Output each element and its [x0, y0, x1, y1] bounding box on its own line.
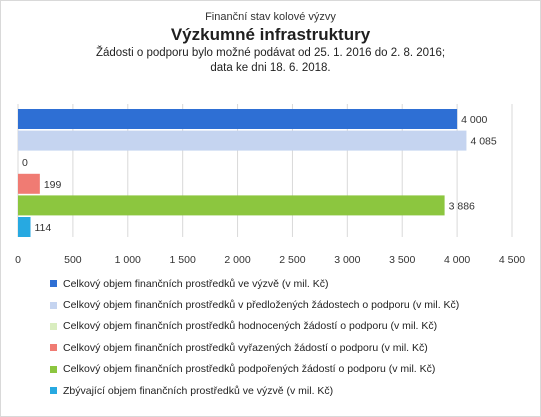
legend-label: Celkový objem finančních prostředků vyřa…: [63, 341, 428, 354]
legend-item: Celkový objem finančních prostředků vyřa…: [50, 337, 459, 358]
bar: [18, 195, 445, 216]
bar-value-label: 4 085: [470, 136, 496, 148]
legend-swatch: [50, 322, 57, 330]
legend-item: Celkový objem finančních prostředků hodn…: [50, 316, 459, 337]
legend-swatch: [50, 387, 57, 395]
legend-swatch: [50, 301, 57, 309]
legend-item: Celkový objem finančních prostředků ve v…: [50, 273, 459, 294]
legend-swatch: [50, 280, 57, 288]
legend-label: Celkový objem finančních prostředků v př…: [63, 299, 460, 312]
bar: [18, 217, 31, 237]
x-tick-label: 2 500: [279, 254, 305, 266]
bar-value-label: 199: [44, 179, 62, 191]
chart-header: Finanční stav kolové výzvy Výzkumné infr…: [0, 10, 541, 76]
bar-value-label: 4 000: [461, 114, 487, 126]
legend-item: Zbývající objem finančních prostředků ve…: [50, 380, 459, 401]
chart-pretitle: Finanční stav kolové výzvy: [205, 11, 336, 23]
legend-label: Celkový objem finančních prostředků hodn…: [63, 320, 438, 333]
legend-swatch: [50, 365, 57, 373]
legend-item: Celkový objem finančních prostředků podp…: [50, 359, 459, 380]
x-tick-label: 1 000: [115, 254, 141, 266]
legend-item: Celkový objem finančních prostředků v př…: [50, 294, 459, 315]
legend-label: Celkový objem finančních prostředků podp…: [63, 363, 436, 376]
x-tick-label: 1 500: [170, 254, 196, 266]
bar: [18, 173, 40, 194]
legend-label: Zbývající objem finančních prostředků ve…: [63, 384, 334, 397]
legend-swatch: [50, 344, 57, 352]
x-tick-label: 4 500: [499, 254, 525, 266]
bar-value-label: 3 886: [449, 200, 475, 212]
x-tick-label: 4 000: [444, 254, 470, 266]
chart-legend: Celkový objem finančních prostředků ve v…: [50, 273, 459, 401]
legend-label: Celkový objem finančních prostředků ve v…: [63, 277, 329, 290]
chart-subtitle-2: data ke dni 18. 6. 2018.: [210, 62, 331, 74]
bar-chart: 0 500 1 000 1 500 2 000 2 500 3 000 3 500 4 000 4…: [15, 104, 525, 266]
chart-title: Výzkumné infrastruktury: [170, 25, 371, 44]
x-tick-label: 3 000: [334, 254, 360, 266]
x-tick-label: 500: [64, 254, 82, 266]
bar: [18, 130, 467, 151]
x-tick-label: 2 000: [224, 254, 250, 266]
bar-value-label: 0: [22, 157, 28, 169]
x-tick-label: 3 500: [389, 254, 415, 266]
chart-subtitle-1: Žádosti o podporu bylo možné podávat od …: [95, 47, 446, 59]
bar-value-label: 114: [35, 222, 52, 234]
x-tick-label: 0: [15, 254, 21, 266]
bar: [18, 109, 458, 129]
